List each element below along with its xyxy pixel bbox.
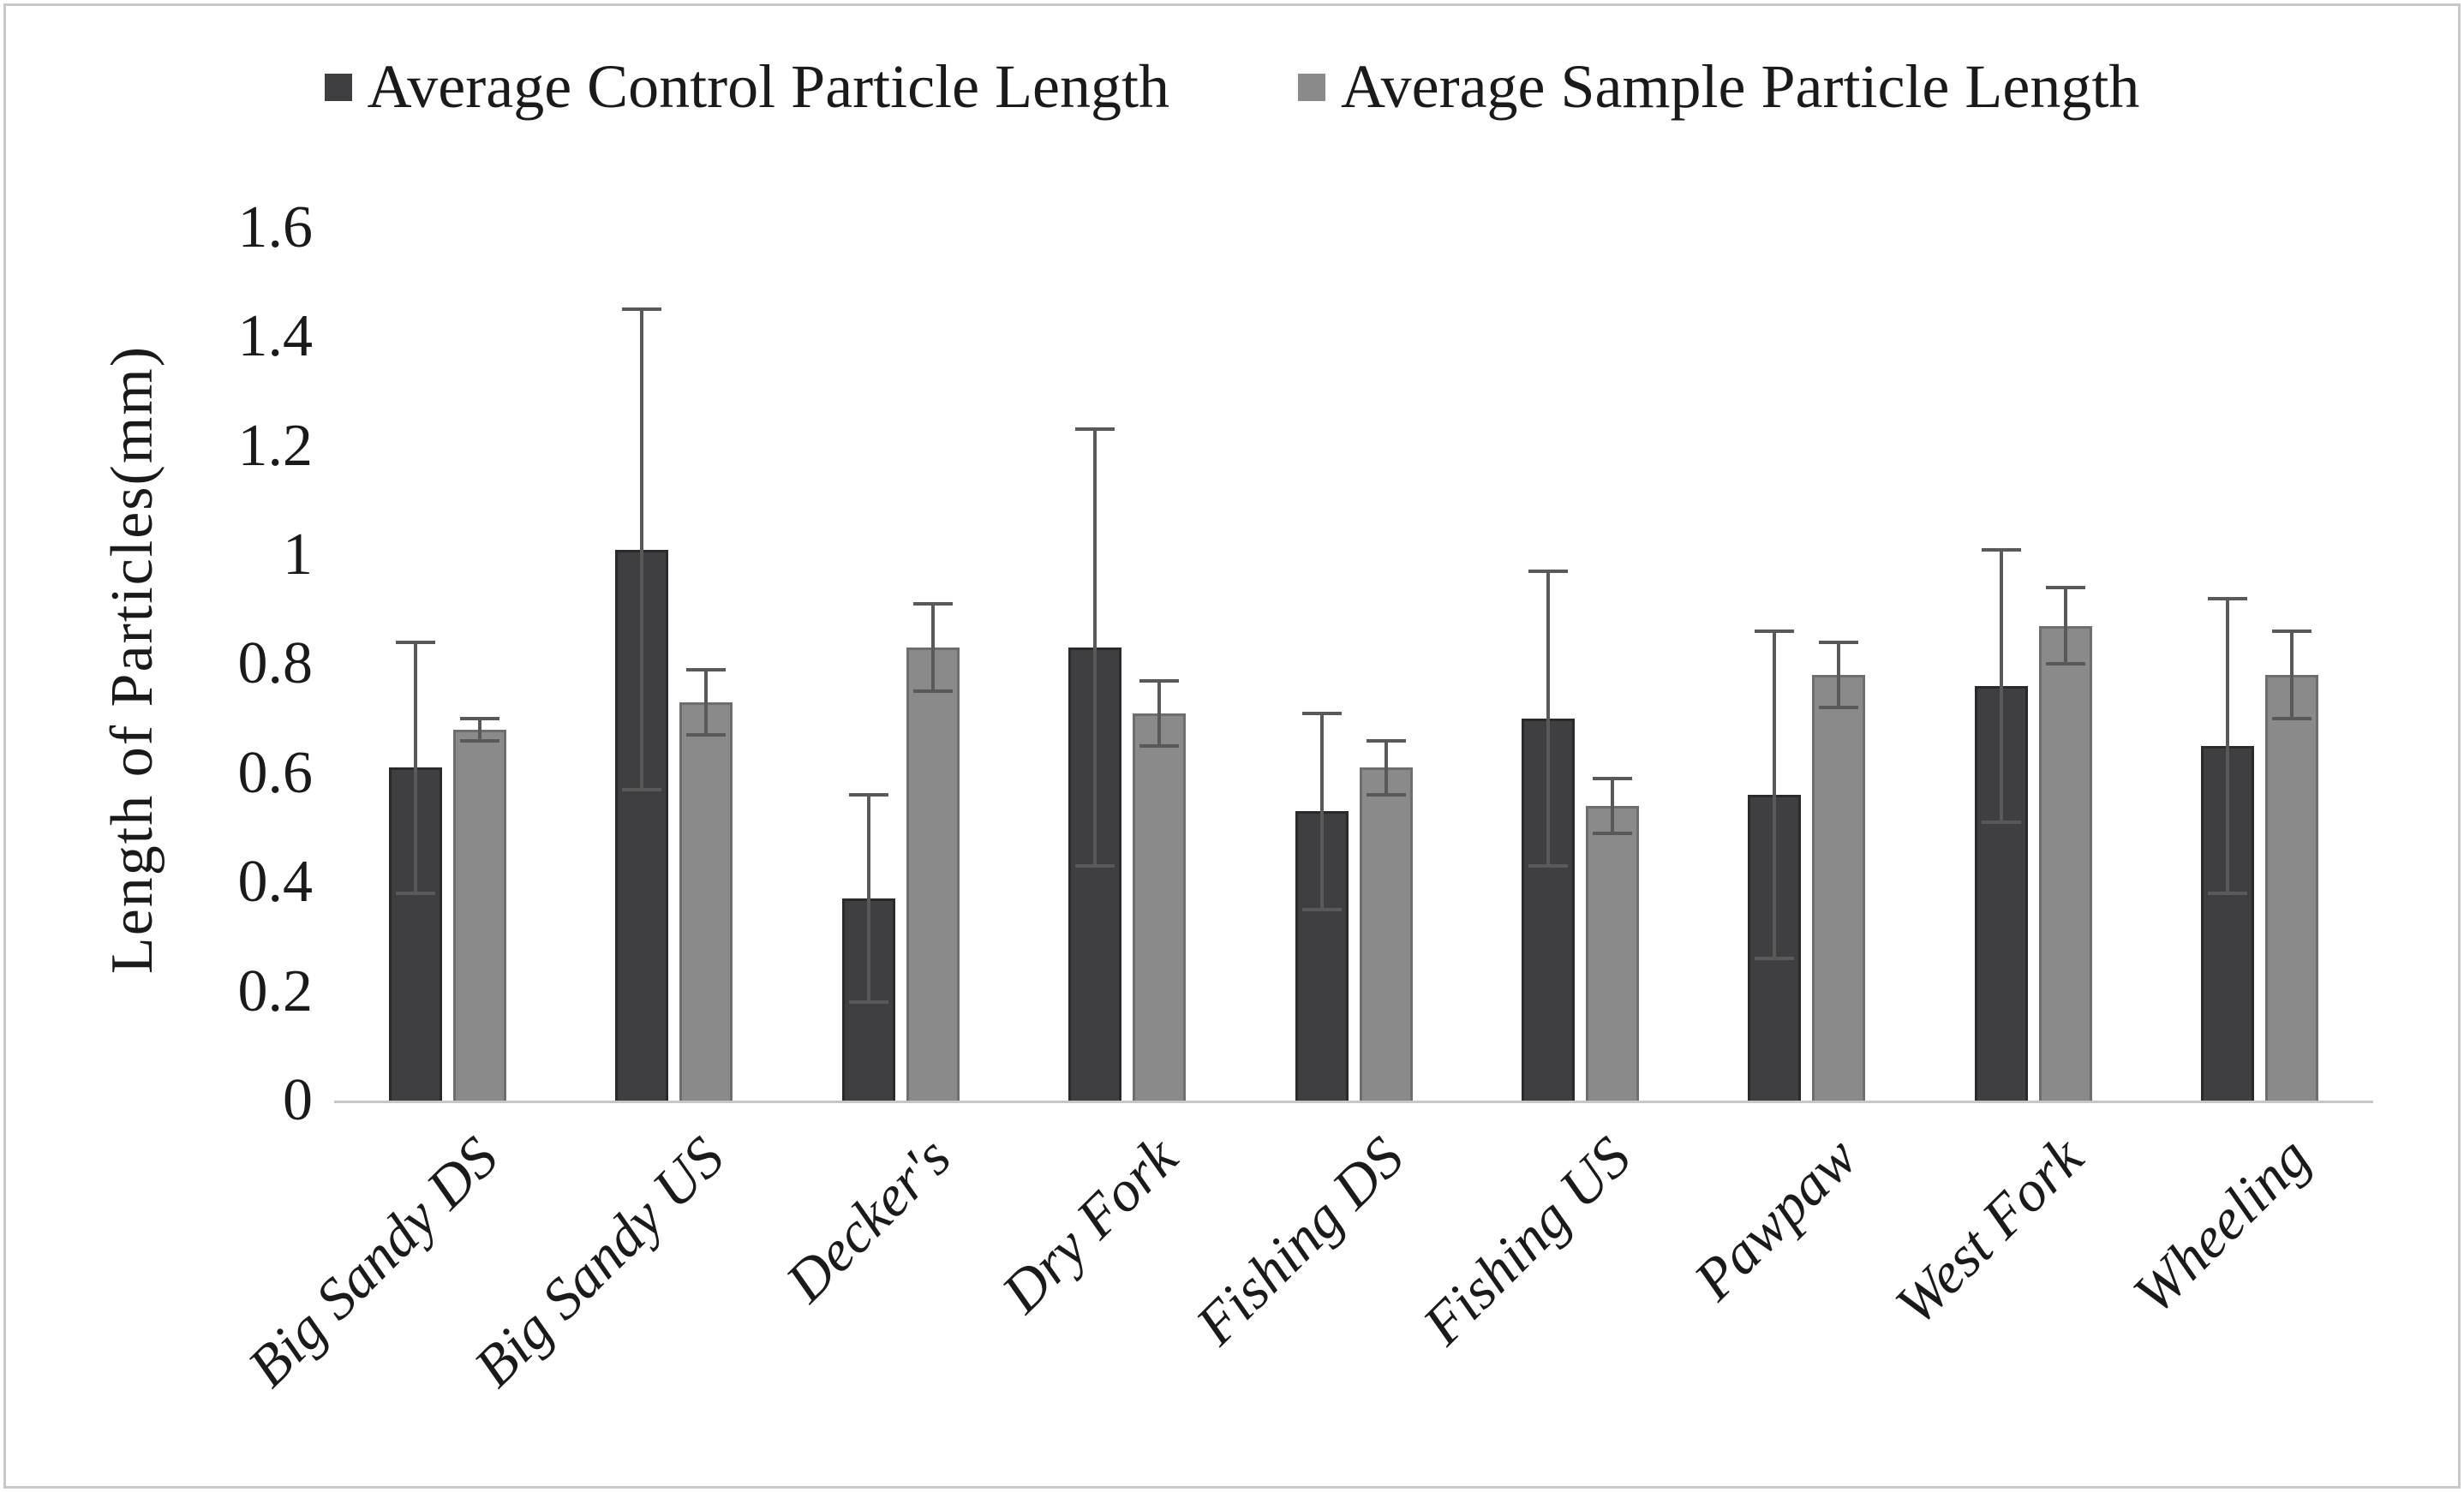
error-bar-cap-bottom-sample-3 — [1139, 743, 1180, 748]
error-bar-cap-top-sample-0 — [459, 717, 499, 721]
error-bar-cap-top-sample-2 — [912, 602, 953, 606]
legend-swatch-sample — [1298, 73, 1326, 101]
error-bar-line-control-3 — [1093, 429, 1097, 867]
bar-sample-3 — [1133, 713, 1187, 1101]
error-bar-line-sample-0 — [477, 719, 481, 741]
error-bar-line-control-6 — [1773, 631, 1777, 959]
error-bar-line-control-4 — [1319, 713, 1324, 910]
bar-sample-0 — [452, 729, 506, 1101]
error-bar-line-sample-3 — [1157, 680, 1162, 746]
error-bar-cap-bottom-control-1 — [622, 787, 662, 791]
bar-sample-1 — [679, 701, 733, 1101]
error-bar-cap-top-sample-6 — [1819, 640, 1859, 644]
error-bar-line-sample-7 — [2063, 588, 2067, 665]
error-bar-cap-top-sample-4 — [1366, 738, 1406, 743]
y-tick-label-1: 1 — [283, 522, 313, 588]
error-bar-line-control-8 — [2226, 598, 2230, 893]
y-tick-label-0.2: 0.2 — [237, 958, 314, 1024]
error-bar-cap-top-control-0 — [395, 640, 435, 644]
legend-item-sample: Average Sample Particle Length — [1298, 51, 2139, 122]
error-bar-line-sample-5 — [1610, 779, 1614, 833]
bar-sample-6 — [1812, 675, 1866, 1101]
error-bar-line-sample-6 — [1837, 642, 1841, 708]
error-bar-line-sample-8 — [2290, 631, 2294, 719]
error-bar-cap-top-control-6 — [1755, 630, 1795, 634]
bar-sample-5 — [1585, 806, 1639, 1101]
legend-swatch-control — [324, 73, 352, 101]
error-bar-cap-top-control-2 — [848, 793, 888, 797]
error-bar-cap-top-sample-5 — [1592, 777, 1632, 781]
x-axis-line — [334, 1101, 2373, 1103]
error-bar-cap-bottom-sample-8 — [2272, 717, 2312, 721]
error-bar-cap-top-sample-7 — [2045, 586, 2085, 590]
error-bar-cap-bottom-control-6 — [1755, 957, 1795, 961]
error-bar-cap-bottom-sample-0 — [459, 738, 499, 743]
error-bar-cap-top-sample-1 — [686, 667, 727, 671]
error-bar-line-control-1 — [640, 309, 644, 790]
y-tick-label-0.4: 0.4 — [237, 849, 314, 916]
error-bar-line-sample-4 — [1384, 740, 1388, 796]
legend-item-control: Average Control Particle Length — [324, 51, 1170, 122]
error-bar-line-sample-1 — [704, 669, 709, 736]
y-tick-label-1.4: 1.4 — [237, 303, 314, 370]
error-bar-cap-bottom-sample-1 — [686, 733, 727, 737]
error-bar-cap-top-sample-3 — [1139, 678, 1180, 683]
error-bar-cap-bottom-control-3 — [1075, 864, 1115, 868]
error-bar-cap-bottom-control-7 — [1981, 821, 2021, 825]
error-bar-cap-bottom-control-2 — [848, 1000, 888, 1005]
error-bar-cap-bottom-sample-5 — [1592, 831, 1632, 835]
error-bar-line-control-7 — [1999, 549, 2003, 823]
bar-sample-4 — [1359, 767, 1413, 1101]
error-bar-cap-bottom-sample-4 — [1366, 793, 1406, 797]
y-tick-label-1.2: 1.2 — [237, 412, 314, 479]
error-bar-line-control-0 — [413, 642, 417, 893]
legend: Average Control Particle Length Average … — [0, 51, 2464, 122]
legend-label-control: Average Control Particle Length — [367, 52, 1170, 121]
error-bar-line-sample-2 — [930, 604, 935, 692]
error-bar-line-control-2 — [866, 795, 870, 1003]
y-tick-label-1.6: 1.6 — [237, 194, 314, 260]
bar-sample-7 — [2038, 625, 2092, 1101]
error-bar-cap-top-control-7 — [1981, 547, 2021, 552]
error-bar-cap-bottom-control-8 — [2208, 891, 2248, 895]
error-bar-cap-top-sample-8 — [2272, 630, 2312, 634]
y-tick-label-0.8: 0.8 — [237, 630, 314, 697]
error-bar-cap-top-control-1 — [622, 307, 662, 312]
error-bar-cap-bottom-sample-6 — [1819, 706, 1859, 710]
error-bar-cap-top-control-5 — [1528, 570, 1568, 574]
legend-label-sample: Average Sample Particle Length — [1341, 52, 2140, 121]
error-bar-cap-bottom-control-0 — [395, 891, 435, 895]
y-tick-label-0.6: 0.6 — [237, 739, 314, 806]
error-bar-cap-bottom-sample-2 — [912, 689, 953, 694]
error-bar-cap-bottom-control-4 — [1301, 908, 1342, 912]
error-bar-cap-bottom-sample-7 — [2045, 662, 2085, 666]
error-bar-line-control-5 — [1546, 571, 1550, 867]
y-tick-label-0: 0 — [283, 1067, 313, 1133]
error-bar-cap-top-control-8 — [2208, 596, 2248, 600]
error-bar-cap-top-control-4 — [1301, 711, 1342, 715]
bar-sample-8 — [2265, 675, 2319, 1101]
error-bar-cap-bottom-control-5 — [1528, 864, 1568, 868]
error-bar-cap-top-control-3 — [1075, 427, 1115, 432]
bar-sample-2 — [906, 648, 960, 1101]
